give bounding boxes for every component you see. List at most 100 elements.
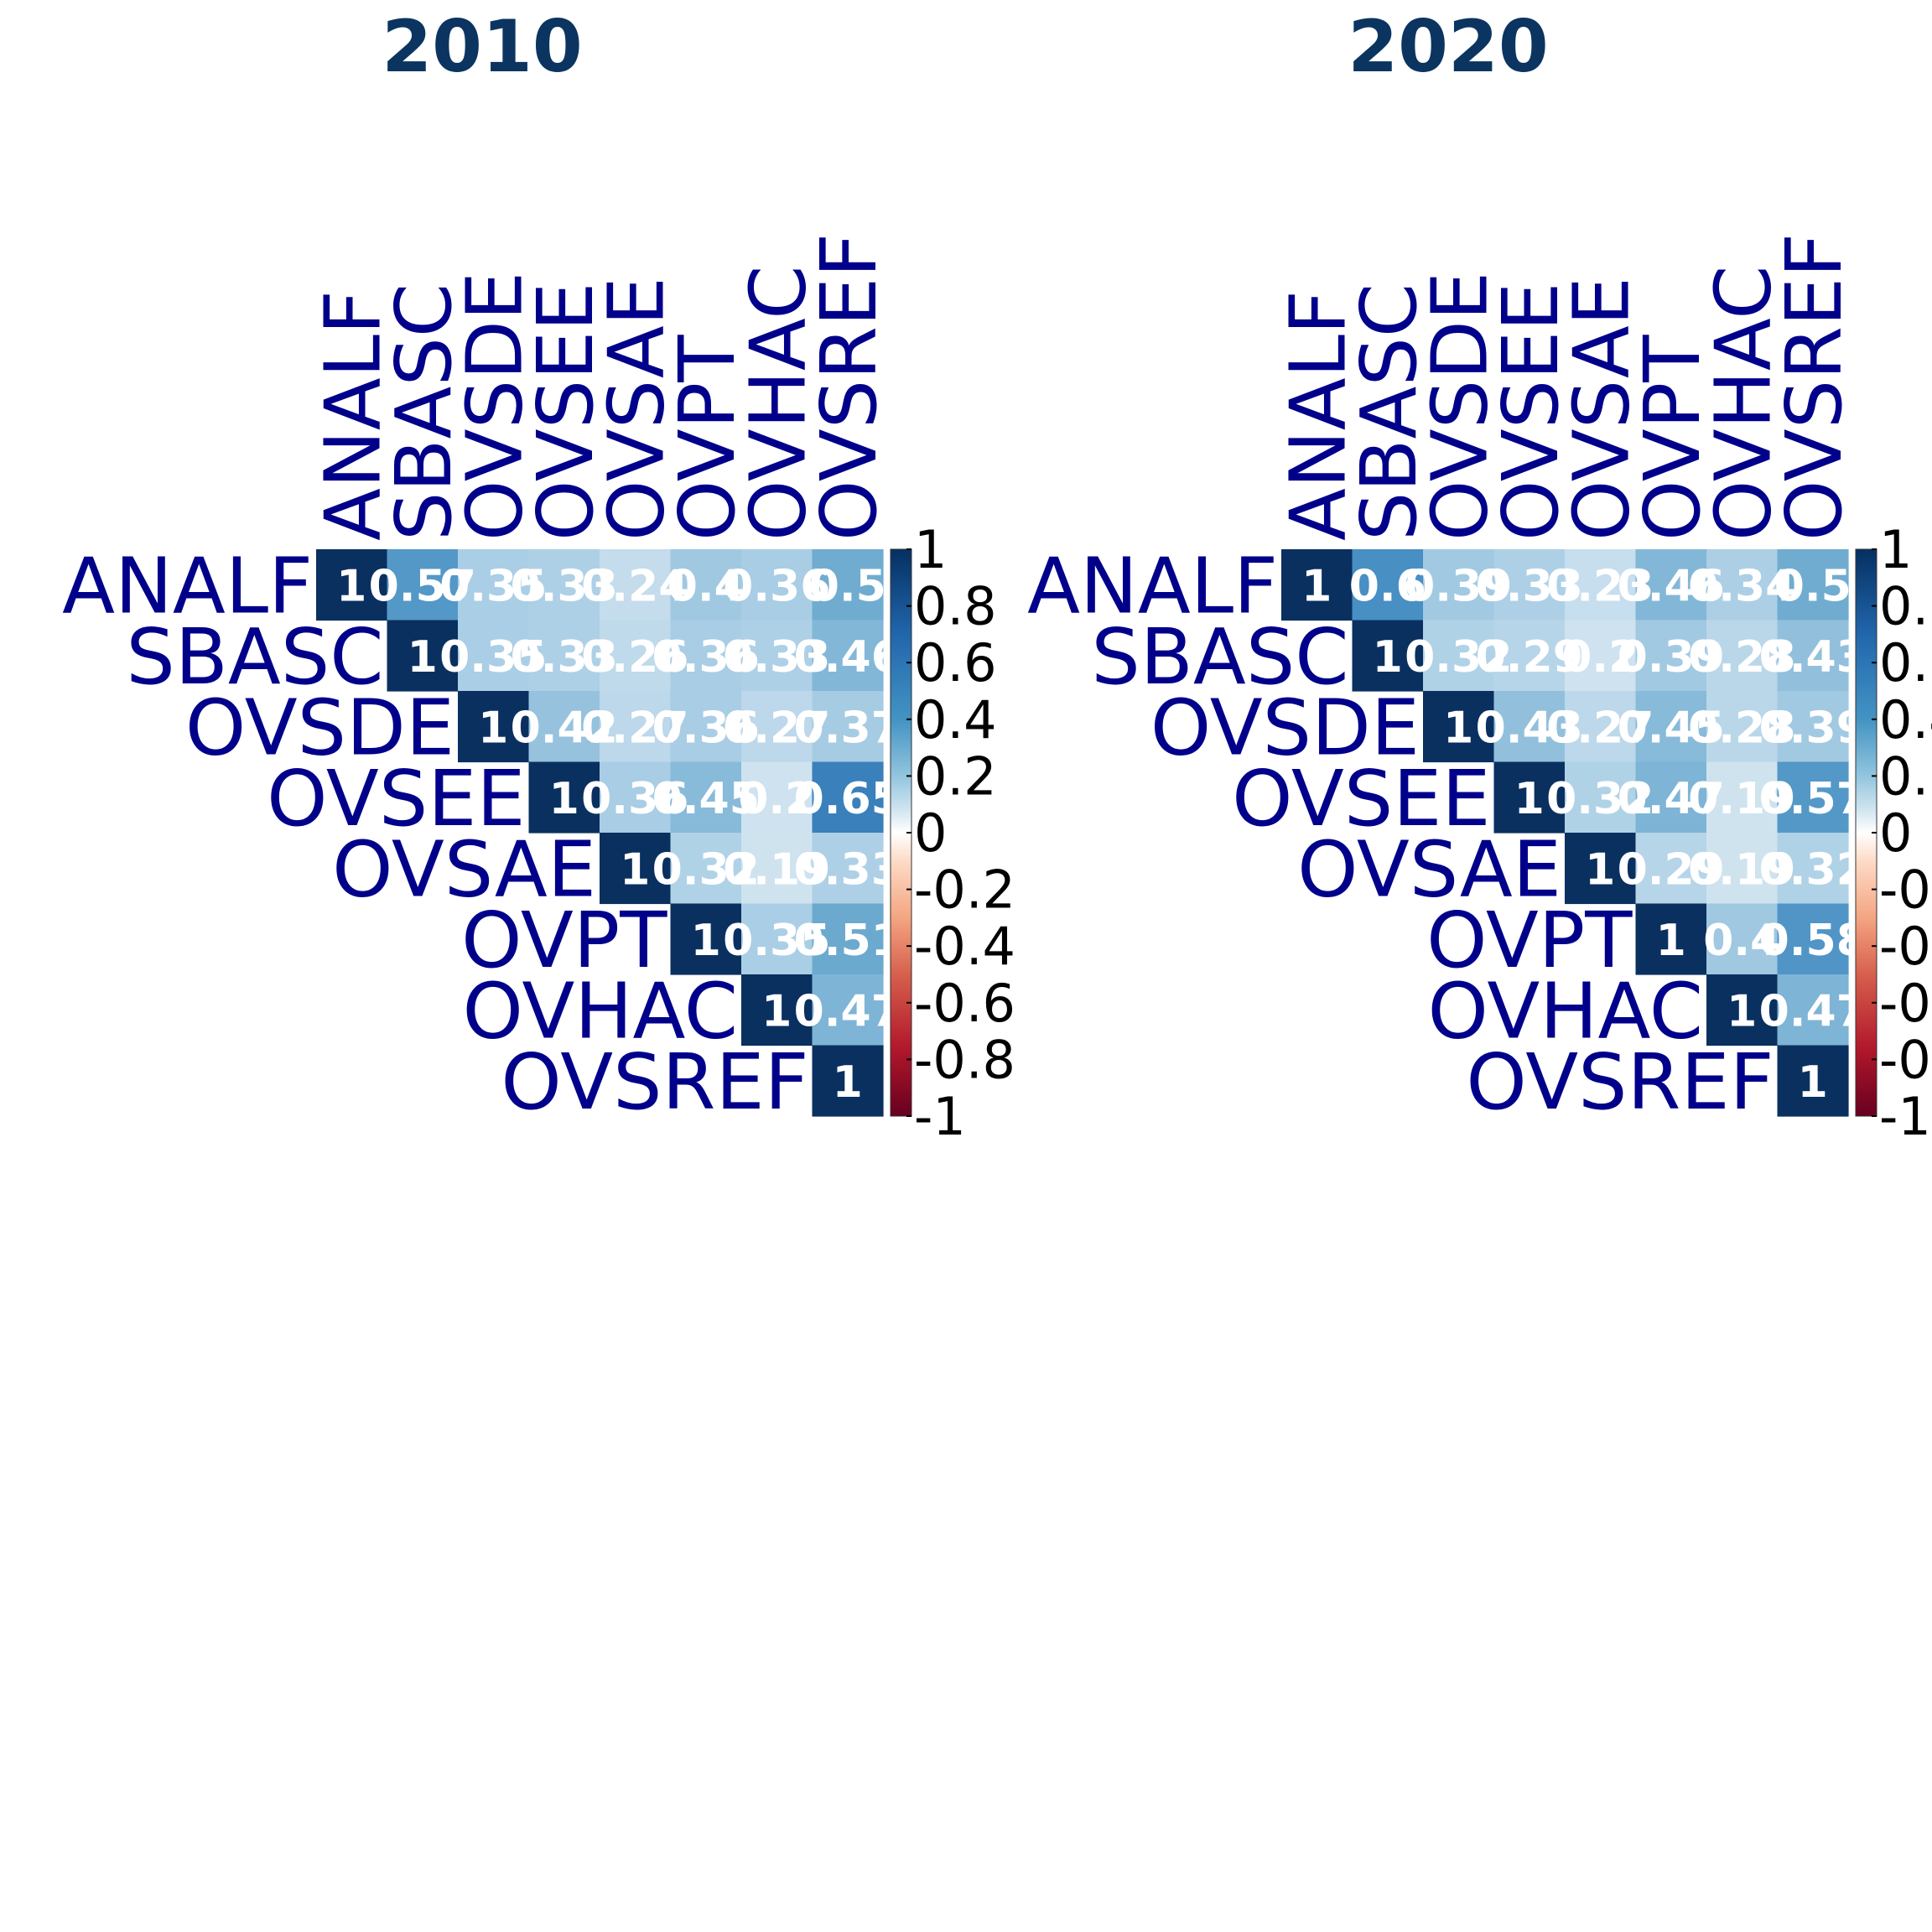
heatmap-cell: [1565, 761, 1637, 834]
heatmap-cell: [812, 974, 884, 1046]
heatmap-cell: [1493, 549, 1566, 621]
row-label-ovpt: OVPT: [461, 896, 667, 985]
colorbar-tick-label: -0.4: [914, 916, 1015, 977]
cell-value-label: 0.4: [1703, 916, 1780, 966]
column-label-analf: ANALF: [308, 290, 397, 541]
cell-value-label: 0.4: [667, 561, 745, 611]
row-label-sbasc: SBASC: [126, 612, 383, 702]
column-label-ovsref: OVSREF: [1769, 233, 1859, 541]
heatmap-cell: [812, 761, 884, 834]
column-label-sbasc: SBASC: [1344, 283, 1434, 541]
cell-value-label: 0.32: [1546, 774, 1654, 824]
heatmap-cell: [1281, 549, 1353, 621]
heatmap-cell: [1423, 620, 1495, 692]
cell-value-label: 0.33: [723, 632, 830, 683]
cell-value-label: 0.45: [1618, 703, 1725, 753]
cell-value-label: 0.47: [1759, 986, 1867, 1036]
cell-value-label: 0.32: [1405, 632, 1512, 683]
cell-value-label: 0.36: [652, 703, 760, 753]
heatmap-cell: [600, 549, 672, 621]
colorbar-tick-label: 0.6: [1879, 632, 1932, 693]
colorbar-tick-label: 1: [914, 519, 947, 580]
column-label-ovsee: OVSEE: [1486, 283, 1576, 541]
column-label-ovsde: OVSDE: [449, 272, 539, 541]
cell-value-label: 1: [408, 632, 438, 683]
heatmap-cell: [741, 833, 813, 905]
column-label-ovpt: OVPT: [662, 335, 752, 541]
cell-value-label: 0.36: [652, 632, 760, 683]
colorbar-tick-label: -1: [914, 1086, 966, 1147]
heatmap-cell: [812, 903, 884, 975]
colorbar-tick-label: 0.2: [1879, 745, 1932, 807]
cell-value-label: 0.5: [1774, 561, 1852, 611]
heatmap-cell: [458, 691, 530, 763]
heatmap-cell: [812, 620, 884, 692]
cell-value-label: 0.23: [1546, 561, 1654, 611]
column-label-ovhac: OVHAC: [1698, 266, 1788, 541]
heatmap-cell: [1777, 691, 1849, 763]
column-label-ovhac: OVHAC: [733, 266, 823, 541]
cell-value-label: 0.36: [723, 561, 830, 611]
heatmap-cell: [812, 691, 884, 763]
heatmap-cell: [1565, 691, 1637, 763]
colorbar-tick-label: 0.8: [914, 576, 997, 637]
cell-value-label: 0.29: [1476, 632, 1583, 683]
cell-value-label: 1: [549, 774, 579, 824]
colorbar-tick-label: 0.4: [914, 689, 997, 750]
cell-value-label: 0.6: [1349, 561, 1426, 611]
cell-value-label: 0.39: [1759, 703, 1867, 753]
cell-value-label: 0.28: [1688, 632, 1795, 683]
cell-value-label: 1: [1301, 561, 1332, 611]
cell-value-label: 0.43: [1759, 632, 1867, 683]
cell-value-label: 0.57: [1759, 774, 1867, 824]
cell-value-label: 0.27: [723, 703, 830, 753]
heatmap-cell: [1777, 1045, 1849, 1117]
heatmap-cell: [1565, 549, 1637, 621]
heatmap-cell: [741, 620, 813, 692]
heatmap-cell: [1706, 974, 1779, 1046]
heatmap-cell: [812, 833, 884, 905]
colorbar-tick-label: -0.2: [1879, 860, 1932, 921]
cell-value-label: 0.2: [1561, 632, 1639, 683]
column-label-ovsref: OVSREF: [804, 233, 894, 541]
heatmap-cell: [1777, 903, 1849, 975]
cell-value-label: 0.35: [439, 632, 547, 683]
heatmap-cell: [1706, 903, 1779, 975]
heatmap-cell: [670, 620, 742, 692]
heatmap-cell: [741, 761, 813, 834]
cell-value-label: 0.35: [439, 561, 547, 611]
colorbar-tick-label: -0.8: [1879, 1029, 1932, 1090]
cell-value-label: 0.57: [369, 561, 476, 611]
heatmap-cell: [1635, 549, 1707, 621]
row-label-ovhac: OVHAC: [1428, 966, 1703, 1056]
colorbar-tick-label: 1: [1879, 519, 1912, 580]
heatmap-cell: [1352, 549, 1424, 621]
cell-value-label: 1: [1656, 916, 1686, 966]
cell-value-label: 0.36: [581, 774, 688, 824]
heatmap-cell: [387, 620, 459, 692]
cell-value-label: 1: [761, 986, 792, 1036]
row-label-ovsee: OVSEE: [267, 754, 525, 844]
heatmap-cell: [670, 903, 742, 975]
cell-value-label: 1: [1373, 632, 1403, 683]
colorbar-tick-label: 0: [1879, 802, 1912, 864]
heatmap-cell: [1493, 761, 1566, 834]
row-label-sbasc: SBASC: [1091, 612, 1348, 702]
heatmap-cell: [741, 903, 813, 975]
heatmap-cell: [600, 833, 672, 905]
heatmap-cell: [670, 761, 742, 834]
cell-value-label: 0.32: [1759, 844, 1867, 895]
cell-value-label: 0.35: [723, 916, 830, 966]
heatmap-cell: [1493, 620, 1566, 692]
row-label-ovsde: OVSDE: [1150, 683, 1420, 772]
heatmap-cell: [1352, 620, 1424, 692]
row-label-ovsref: OVSREF: [1466, 1037, 1774, 1127]
heatmap-cell: [458, 549, 530, 621]
cell-value-label: 1: [1514, 774, 1545, 824]
heatmap-cell: [1777, 761, 1849, 834]
heatmap-cell: [528, 761, 600, 834]
heatmap-cell: [741, 974, 813, 1046]
column-label-analf: ANALF: [1273, 290, 1363, 541]
cell-value-label: 0.27: [581, 703, 688, 753]
